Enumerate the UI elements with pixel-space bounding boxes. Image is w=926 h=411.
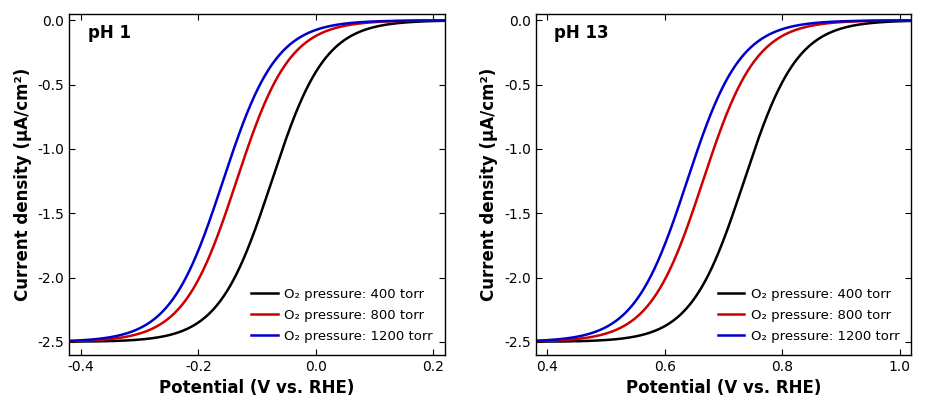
O₂ pressure: 1200 torr: (-0.309, -2.41): 1200 torr: (-0.309, -2.41)	[129, 328, 140, 333]
Line: O₂ pressure: 1200 torr: O₂ pressure: 1200 torr	[69, 21, 444, 341]
O₂ pressure: 400 torr: (0.625, -2.29): 400 torr: (0.625, -2.29)	[674, 313, 685, 318]
O₂ pressure: 400 torr: (-0.347, -2.49): 400 torr: (-0.347, -2.49)	[106, 339, 118, 344]
O₂ pressure: 800 torr: (1.02, -0.00101): 800 torr: (1.02, -0.00101)	[906, 18, 917, 23]
O₂ pressure: 800 torr: (1.01, -0.00134): 800 torr: (1.01, -0.00134)	[898, 18, 909, 23]
O₂ pressure: 800 torr: (-0.147, -1.41): 800 torr: (-0.147, -1.41)	[224, 199, 235, 204]
O₂ pressure: 1200 torr: (0.653, -1.04): 1200 torr: (0.653, -1.04)	[691, 152, 702, 157]
O₂ pressure: 400 torr: (-0.147, -2.07): 400 torr: (-0.147, -2.07)	[224, 284, 235, 289]
O₂ pressure: 1200 torr: (1.02, -0.00056): 1200 torr: (1.02, -0.00056)	[906, 18, 917, 23]
Text: pH 13: pH 13	[555, 24, 609, 42]
O₂ pressure: 1200 torr: (0.38, -2.49): 1200 torr: (0.38, -2.49)	[530, 338, 541, 343]
O₂ pressure: 1200 torr: (-0.42, -2.49): 1200 torr: (-0.42, -2.49)	[64, 338, 75, 343]
O₂ pressure: 1200 torr: (0.207, -0.000806): 1200 torr: (0.207, -0.000806)	[432, 18, 443, 23]
O₂ pressure: 800 torr: (0.453, -2.48): 800 torr: (0.453, -2.48)	[573, 336, 584, 341]
Legend: O₂ pressure: 400 torr, O₂ pressure: 800 torr, O₂ pressure: 1200 torr: O₂ pressure: 400 torr, O₂ pressure: 800 …	[712, 283, 905, 348]
Line: O₂ pressure: 400 torr: O₂ pressure: 400 torr	[535, 21, 911, 342]
O₂ pressure: 1200 torr: (0.938, -0.00336): 1200 torr: (0.938, -0.00336)	[857, 18, 869, 23]
O₂ pressure: 400 torr: (-0.309, -2.49): 400 torr: (-0.309, -2.49)	[129, 337, 140, 342]
O₂ pressure: 1200 torr: (0.138, -0.00367): 1200 torr: (0.138, -0.00367)	[392, 18, 403, 23]
O₂ pressure: 400 torr: (0.38, -2.5): 400 torr: (0.38, -2.5)	[530, 339, 541, 344]
Y-axis label: Current density (μA/cm²): Current density (μA/cm²)	[14, 68, 31, 301]
O₂ pressure: 800 torr: (0.938, -0.00608): 800 torr: (0.938, -0.00608)	[857, 18, 869, 23]
O₂ pressure: 1200 torr: (1.01, -0.000738): 1200 torr: (1.01, -0.000738)	[898, 18, 909, 23]
O₂ pressure: 400 torr: (0.653, -2.15): 400 torr: (0.653, -2.15)	[691, 294, 702, 299]
Text: pH 1: pH 1	[88, 24, 131, 42]
X-axis label: Potential (V vs. RHE): Potential (V vs. RHE)	[159, 379, 355, 397]
O₂ pressure: 400 torr: (0.938, -0.0281): 400 torr: (0.938, -0.0281)	[857, 21, 869, 26]
Line: O₂ pressure: 800 torr: O₂ pressure: 800 torr	[69, 21, 444, 341]
Y-axis label: Current density (μA/cm²): Current density (μA/cm²)	[481, 68, 498, 301]
O₂ pressure: 800 torr: (0.653, -1.41): 800 torr: (0.653, -1.41)	[691, 199, 702, 204]
O₂ pressure: 800 torr: (0.491, -2.45): 800 torr: (0.491, -2.45)	[595, 332, 607, 337]
O₂ pressure: 1200 torr: (-0.175, -1.48): 1200 torr: (-0.175, -1.48)	[207, 208, 219, 212]
O₂ pressure: 400 torr: (0.22, -0.00379): 400 torr: (0.22, -0.00379)	[439, 18, 450, 23]
O₂ pressure: 800 torr: (0.207, -0.00134): 800 torr: (0.207, -0.00134)	[432, 18, 443, 23]
O₂ pressure: 400 torr: (1.02, -0.00472): 400 torr: (1.02, -0.00472)	[906, 18, 917, 23]
O₂ pressure: 400 torr: (-0.175, -2.25): 400 torr: (-0.175, -2.25)	[207, 307, 219, 312]
O₂ pressure: 400 torr: (1.01, -0.00622): 400 torr: (1.01, -0.00622)	[898, 18, 909, 23]
O₂ pressure: 1200 torr: (-0.147, -1.1): 1200 torr: (-0.147, -1.1)	[224, 159, 235, 164]
O₂ pressure: 400 torr: (-0.42, -2.5): 400 torr: (-0.42, -2.5)	[64, 339, 75, 344]
O₂ pressure: 1200 torr: (-0.347, -2.46): 1200 torr: (-0.347, -2.46)	[106, 335, 118, 339]
O₂ pressure: 1200 torr: (0.22, -0.000611): 1200 torr: (0.22, -0.000611)	[439, 18, 450, 23]
O₂ pressure: 400 torr: (0.138, -0.0226): 400 torr: (0.138, -0.0226)	[392, 21, 403, 26]
O₂ pressure: 800 torr: (0.22, -0.00101): 800 torr: (0.22, -0.00101)	[439, 18, 450, 23]
X-axis label: Potential (V vs. RHE): Potential (V vs. RHE)	[626, 379, 821, 397]
O₂ pressure: 800 torr: (-0.42, -2.5): 800 torr: (-0.42, -2.5)	[64, 339, 75, 344]
O₂ pressure: 1200 torr: (0.625, -1.42): 1200 torr: (0.625, -1.42)	[674, 201, 685, 206]
O₂ pressure: 800 torr: (0.38, -2.5): 800 torr: (0.38, -2.5)	[530, 339, 541, 344]
O₂ pressure: 800 torr: (0.138, -0.00608): 800 torr: (0.138, -0.00608)	[392, 18, 403, 23]
O₂ pressure: 1200 torr: (0.491, -2.41): 1200 torr: (0.491, -2.41)	[595, 327, 607, 332]
O₂ pressure: 400 torr: (0.453, -2.49): 400 torr: (0.453, -2.49)	[573, 339, 584, 344]
O₂ pressure: 400 torr: (0.491, -2.49): 400 torr: (0.491, -2.49)	[595, 338, 607, 343]
O₂ pressure: 800 torr: (-0.175, -1.76): 800 torr: (-0.175, -1.76)	[207, 245, 219, 249]
O₂ pressure: 800 torr: (0.625, -1.76): 800 torr: (0.625, -1.76)	[674, 245, 685, 249]
O₂ pressure: 400 torr: (0.207, -0.005): 400 torr: (0.207, -0.005)	[432, 18, 443, 23]
Legend: O₂ pressure: 400 torr, O₂ pressure: 800 torr, O₂ pressure: 1200 torr: O₂ pressure: 400 torr, O₂ pressure: 800 …	[246, 283, 438, 348]
Line: O₂ pressure: 1200 torr: O₂ pressure: 1200 torr	[535, 21, 911, 341]
O₂ pressure: 1200 torr: (0.453, -2.46): 1200 torr: (0.453, -2.46)	[573, 334, 584, 339]
Line: O₂ pressure: 800 torr: O₂ pressure: 800 torr	[535, 21, 911, 341]
O₂ pressure: 800 torr: (-0.309, -2.45): 800 torr: (-0.309, -2.45)	[129, 332, 140, 337]
Line: O₂ pressure: 400 torr: O₂ pressure: 400 torr	[69, 21, 444, 342]
O₂ pressure: 800 torr: (-0.347, -2.48): 800 torr: (-0.347, -2.48)	[106, 336, 118, 341]
